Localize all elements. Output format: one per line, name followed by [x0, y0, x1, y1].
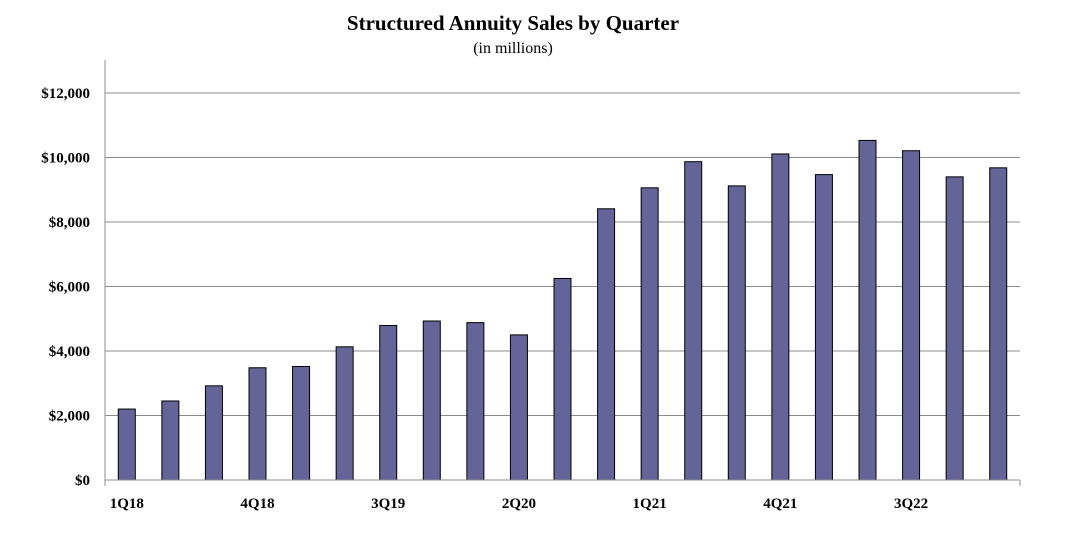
x-tick-label: 4Q18	[240, 496, 274, 512]
bar-4Q18	[248, 367, 267, 481]
x-tick-labels: 1Q18 4Q18 3Q19 2Q20 1Q21 4Q21 3Q22	[110, 496, 928, 512]
bar-3Q18	[204, 385, 223, 481]
bar-3Q22	[902, 150, 921, 481]
bar-4Q22	[945, 176, 964, 481]
bar-2Q18	[161, 400, 180, 481]
bar-1Q20	[466, 322, 485, 481]
y-tick-label: $2,000	[49, 409, 90, 425]
y-tick-label: $12,000	[41, 86, 90, 102]
x-tick-label: 4Q21	[763, 496, 797, 512]
x-tick-label: 3Q22	[894, 496, 928, 512]
y-tick-label: $6,000	[49, 280, 90, 296]
bar-4Q20	[597, 208, 616, 481]
bar-4Q19	[422, 320, 441, 481]
x-tick-label: 1Q21	[633, 496, 667, 512]
bar-2Q21	[684, 161, 703, 481]
chart-title: Structured Annuity Sales by Quarter	[347, 11, 679, 35]
bar-4Q21	[771, 153, 790, 481]
x-tick-label: 1Q18	[110, 496, 144, 512]
x-tick-label: 3Q19	[371, 496, 405, 512]
bars	[117, 139, 1008, 481]
bar-3Q21	[727, 185, 746, 481]
y-tick-label: $8,000	[49, 215, 90, 231]
bar-1Q22	[814, 174, 833, 481]
y-tick-labels: $0 $2,000 $4,000 $6,000 $8,000 $10,000 $12,000	[41, 86, 90, 489]
bar-1Q18	[117, 408, 136, 481]
x-tick-label: 2Q20	[502, 496, 536, 512]
chart-subtitle: (in millions)	[473, 40, 553, 57]
bar-2Q22	[858, 139, 877, 481]
bar-3Q20	[553, 277, 572, 481]
y-tick-label: $4,000	[49, 344, 90, 360]
bar-2Q19	[335, 346, 354, 481]
bar-3Q19	[379, 325, 398, 481]
bar-2Q20	[509, 334, 528, 481]
y-tick-label: $0	[75, 473, 90, 489]
bar-1Q21	[640, 187, 659, 481]
y-tick-label: $10,000	[41, 151, 90, 167]
bar-1Q23	[989, 167, 1008, 481]
bar-1Q19	[292, 365, 311, 481]
axes	[104, 60, 1021, 486]
